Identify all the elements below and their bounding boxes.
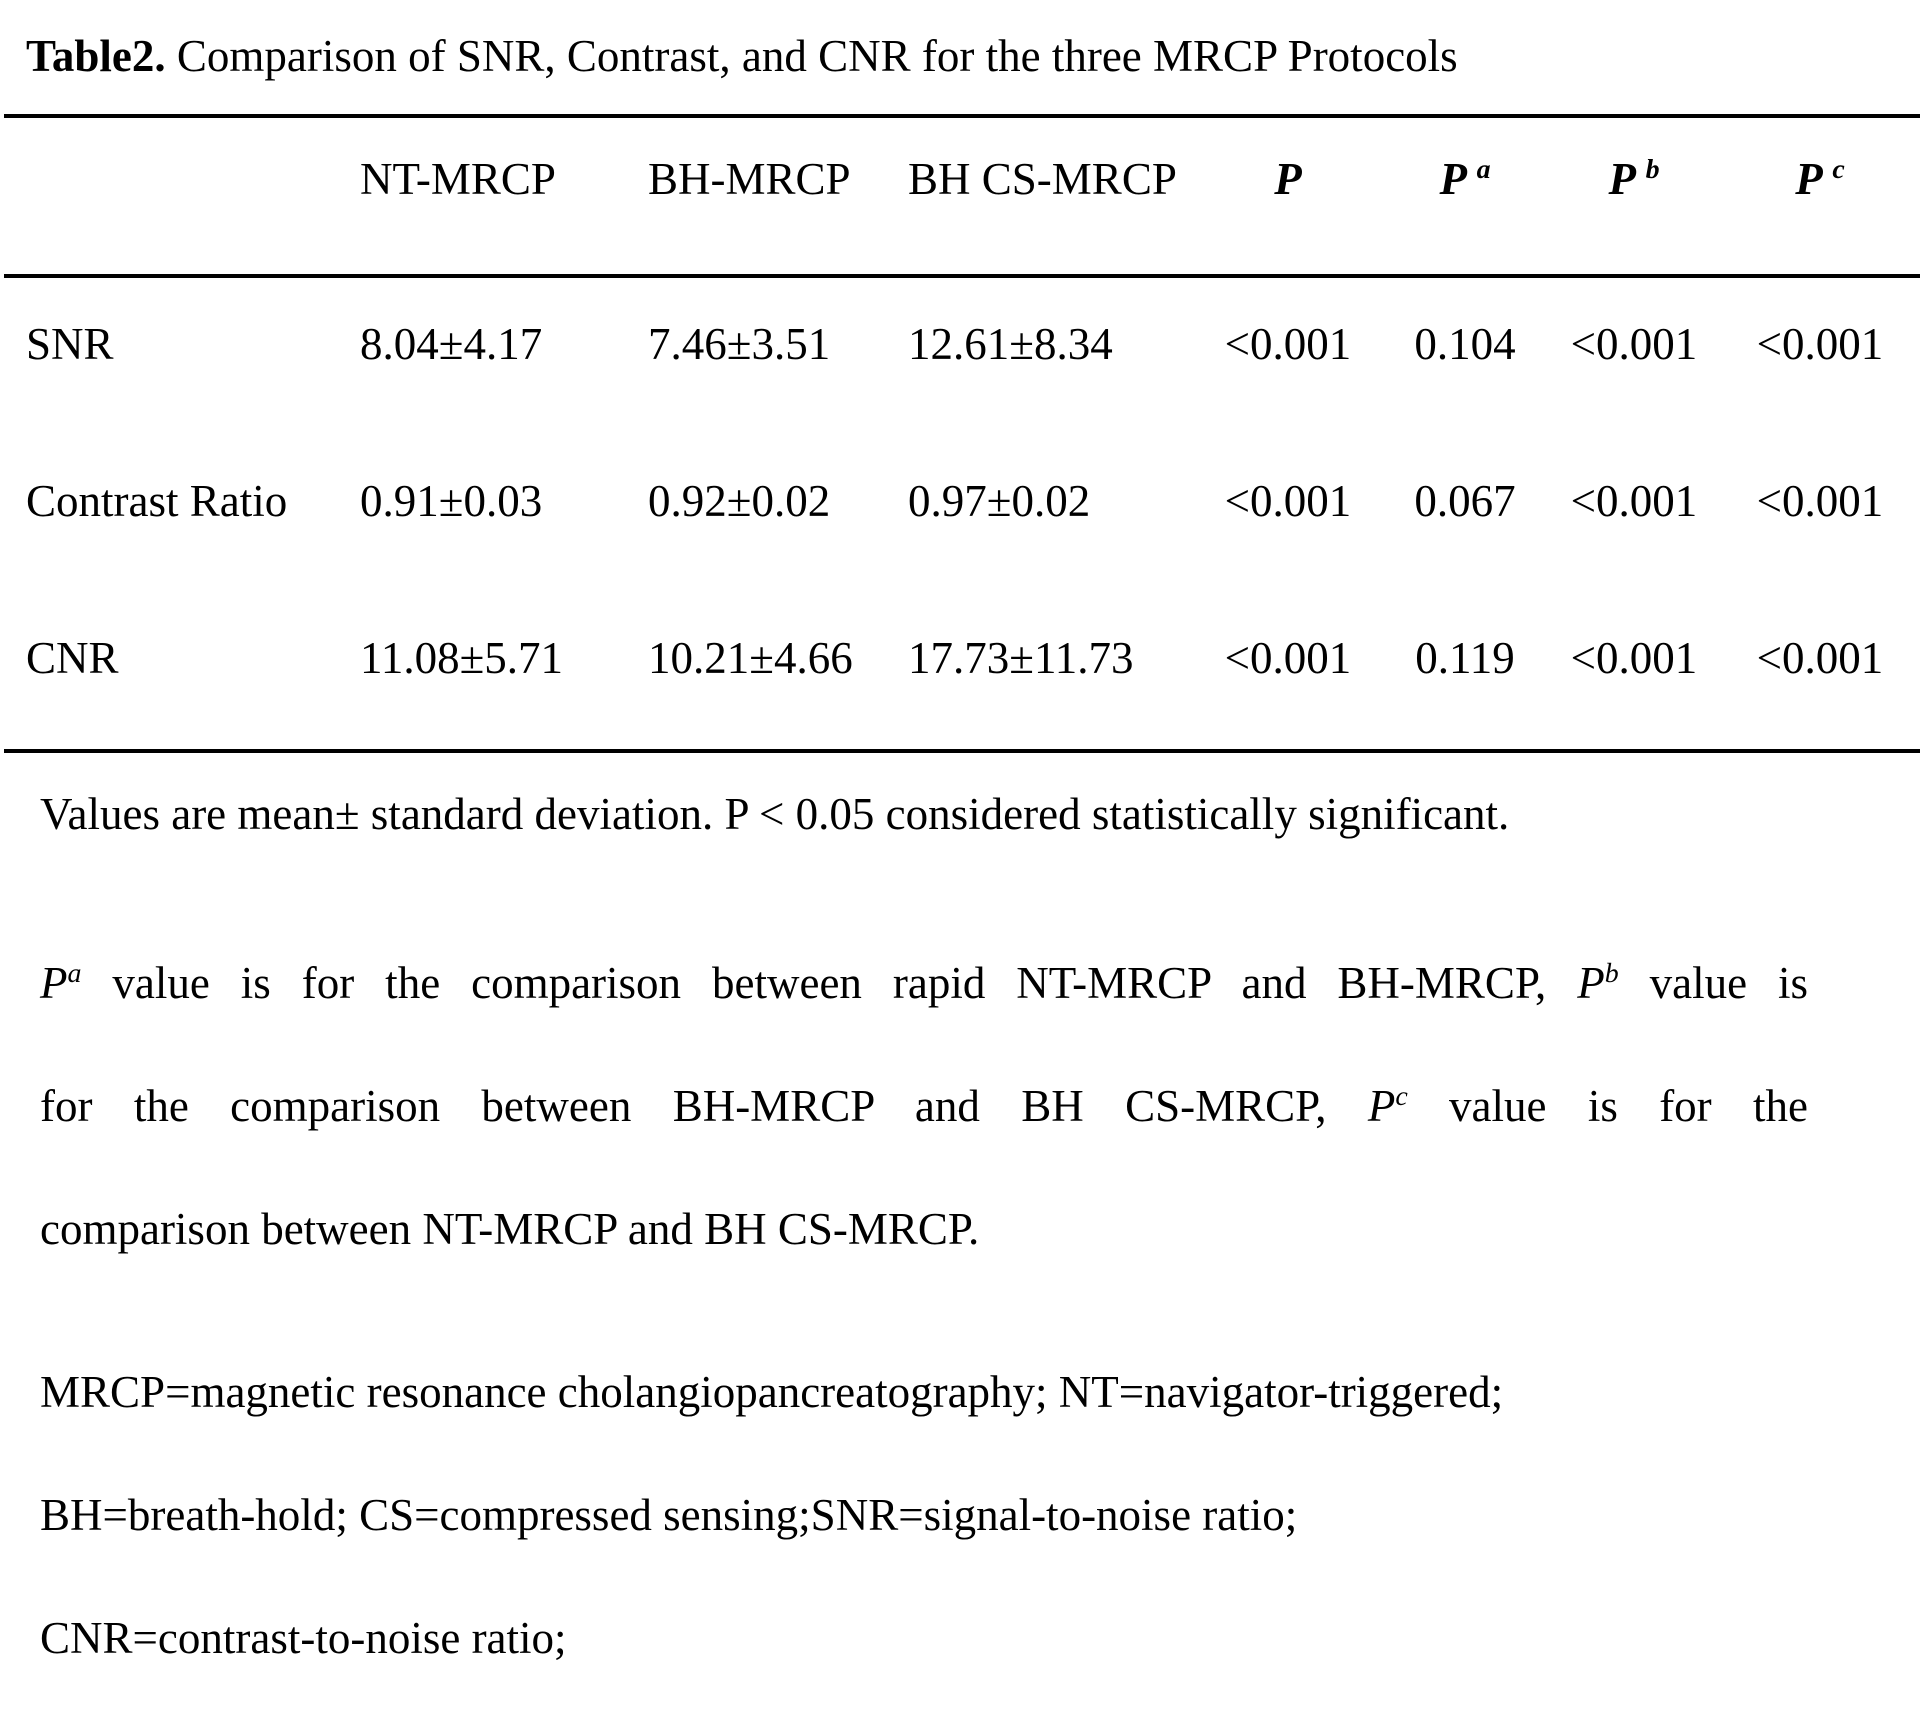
table-bottom-rule xyxy=(4,749,1920,753)
p-definitions-text: value is xyxy=(1618,958,1809,1008)
p-definitions-line-3: comparison between NT-MRCP and BH CS-MRC… xyxy=(40,1204,980,1254)
row-label: CNR xyxy=(26,632,119,683)
p-c-symbol: Pc xyxy=(1367,1081,1408,1131)
value-bh-cs-mrcp: 0.97±0.02 xyxy=(908,475,1091,526)
p-value: <0.001 xyxy=(1224,632,1352,683)
value-bh-cs-mrcp: 12.61±8.34 xyxy=(908,318,1113,369)
p-definitions-text: value is for the comparison between rapi… xyxy=(81,958,1578,1008)
table-row-snr: SNR 8.04±4.17 7.46±3.51 12.61±8.34 <0.00… xyxy=(0,278,1924,435)
table-row-cnr: CNR 11.08±5.71 10.21±4.66 17.73±11.73 <0… xyxy=(0,592,1924,749)
p-base: P xyxy=(1608,154,1635,204)
p-c-value: <0.001 xyxy=(1756,318,1884,369)
p-a-value: 0.067 xyxy=(1414,475,1516,526)
header-p: P xyxy=(1190,153,1386,239)
p-a-symbol: Pa xyxy=(40,958,82,1008)
p-b-value: <0.001 xyxy=(1570,318,1698,369)
table-row-contrast-ratio: Contrast Ratio 0.91±0.03 0.92±0.02 0.97±… xyxy=(0,435,1924,592)
p-definitions-text: for the comparison between BH-MRCP and B… xyxy=(40,1081,1368,1131)
header-empty-cell xyxy=(0,179,360,213)
p-definitions-line-1: Pa value is for the comparison between r… xyxy=(40,922,1808,1045)
value-nt-mrcp: 8.04±4.17 xyxy=(360,318,543,369)
value-bh-mrcp: 7.46±3.51 xyxy=(648,318,831,369)
table-top-rule xyxy=(4,114,1920,118)
table-header-rule xyxy=(4,274,1920,278)
p-base: P xyxy=(1274,154,1302,204)
p-a-value: 0.104 xyxy=(1414,318,1516,369)
abbreviation-line-cnr: CNR=contrast-to-noise ratio; xyxy=(40,1613,567,1663)
p-sup: c xyxy=(1832,154,1845,185)
p-value: <0.001 xyxy=(1224,475,1352,526)
p-base: P xyxy=(1795,154,1822,204)
abbreviations-paragraph: MRCP=magnetic resonance cholangiopancrea… xyxy=(40,1331,1808,1700)
table-caption: Table2. Comparison of SNR, Contrast, and… xyxy=(0,0,1924,114)
table-caption-text: Comparison of SNR, Contrast, and CNR for… xyxy=(176,31,1458,81)
p-b-value: <0.001 xyxy=(1570,475,1698,526)
row-label: Contrast Ratio xyxy=(26,475,288,526)
p-base: P xyxy=(1439,154,1466,204)
header-bh-cs-mrcp: BH CS-MRCP xyxy=(908,154,1177,204)
value-nt-mrcp: 0.91±0.03 xyxy=(360,475,543,526)
abbreviation-line-bh: BH=breath-hold; CS=compressed sensing;SN… xyxy=(40,1490,1298,1540)
p-sup: a xyxy=(1476,154,1491,185)
table-caption-label: Table2. xyxy=(26,31,166,81)
header-p-b: P b xyxy=(1544,153,1724,239)
p-definitions-paragraph: Pa value is for the comparison between r… xyxy=(40,922,1808,1291)
abbreviation-line-mrcp: MRCP=magnetic resonance cholangiopancrea… xyxy=(40,1367,1504,1417)
value-bh-cs-mrcp: 17.73±11.73 xyxy=(908,632,1134,683)
row-label: SNR xyxy=(26,318,114,369)
p-c-value: <0.001 xyxy=(1756,475,1884,526)
table-footnotes: Values are mean± standard deviation. P <… xyxy=(0,753,1808,1700)
p-value: <0.001 xyxy=(1224,318,1352,369)
p-c-value: <0.001 xyxy=(1756,632,1884,683)
header-p-a: P a xyxy=(1386,153,1544,239)
significance-note: Values are mean± standard deviation. P <… xyxy=(40,789,1510,839)
p-definitions-text: value is for the xyxy=(1407,1081,1808,1131)
value-nt-mrcp: 11.08±5.71 xyxy=(360,632,564,683)
value-bh-mrcp: 10.21±4.66 xyxy=(648,632,853,683)
p-a-value: 0.119 xyxy=(1415,632,1515,683)
p-b-value: <0.001 xyxy=(1570,632,1698,683)
header-bh-mrcp: BH-MRCP xyxy=(648,154,851,204)
header-p-c: P c xyxy=(1724,153,1916,239)
value-bh-mrcp: 0.92±0.02 xyxy=(648,475,831,526)
p-sup: b xyxy=(1645,154,1660,185)
p-b-symbol: Pb xyxy=(1577,958,1619,1008)
header-nt-mrcp: NT-MRCP xyxy=(360,154,556,204)
table-header-row: NT-MRCP BH-MRCP BH CS-MRCP P P a P b P c xyxy=(0,118,1924,274)
p-definitions-line-2: for the comparison between BH-MRCP and B… xyxy=(40,1045,1808,1168)
